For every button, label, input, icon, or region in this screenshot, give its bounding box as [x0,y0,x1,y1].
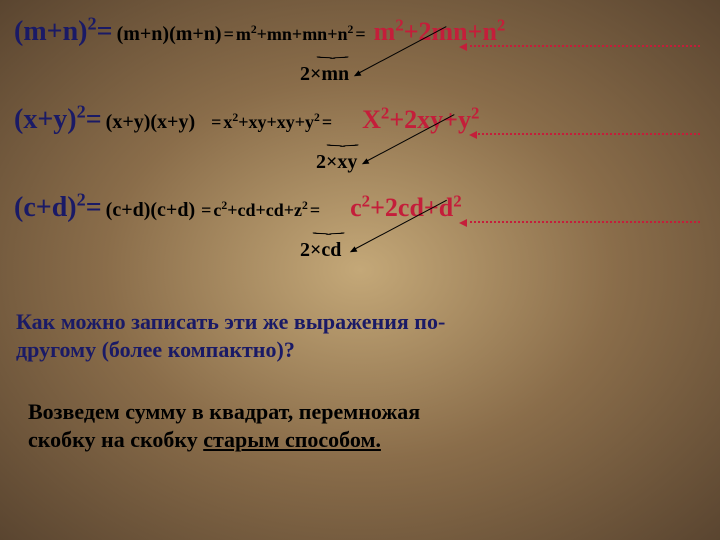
answer-line1: Возведем сумму в квадрат, перемножая [28,398,420,426]
eq2-step1: (x+y)(x+y) [106,111,195,134]
eq3-lhs: (c+d)2= [14,192,102,224]
arrow-dotted-icon [465,221,700,223]
question-line1: Как можно записать эти же выражения по- [16,308,445,336]
eq3-eq-b: = [310,200,320,221]
question-line2: другому (более компактно)? [16,336,295,364]
eq2-lhs: (x+y)2= [14,104,102,136]
brace-icon: ⏟ [326,134,359,147]
eq1-eq-a: = [224,24,234,45]
eq3-step2: c2+cd+cd+z2 [213,200,307,221]
eq3-under: 2×cd [300,239,341,262]
eq1-under: 2×mn [300,63,349,86]
eq1-step1: (m+n)(m+n) [117,23,222,46]
eq2-under: 2×xy [316,151,357,174]
answer-line2: скобку на скобку старым способом. [28,426,381,454]
answer-line2b: старым способом. [203,427,381,452]
eq1-rhs: m2+2mn+n2 [374,17,506,47]
eq2-step2: х2+xy+xy+y2 [223,112,319,133]
equation-3: (c+d)2= (c+d)(c+d) = c2+cd+cd+z2 = c2+2c… [14,192,462,224]
eq1-lhs: (m+n)2= [14,16,113,48]
equation-2: (x+y)2= (x+y)(x+y) = х2+xy+xy+y2 = Х2+2x… [14,104,479,136]
answer-line2a: скобку на скобку [28,427,203,452]
eq1-eq-b: = [355,24,365,45]
brace-icon: ⏟ [316,46,349,59]
arrow-dotted-icon [465,45,700,47]
brace-icon: ⏟ [312,222,345,235]
eq3-eq-a: = [201,200,211,221]
eq3-step1: (c+d)(c+d) [106,199,195,222]
eq2-eq-a: = [211,112,221,133]
eq2-eq-b: = [322,112,332,133]
eq1-step2: m2+mn+mn+n2 [236,24,353,45]
eq3-rhs: c2+2cd+d2 [350,193,462,223]
arrow-dotted-icon [475,133,700,135]
equation-1: (m+n)2= (m+n)(m+n) = m2+mn+mn+n2 = m2+2m… [14,16,505,48]
